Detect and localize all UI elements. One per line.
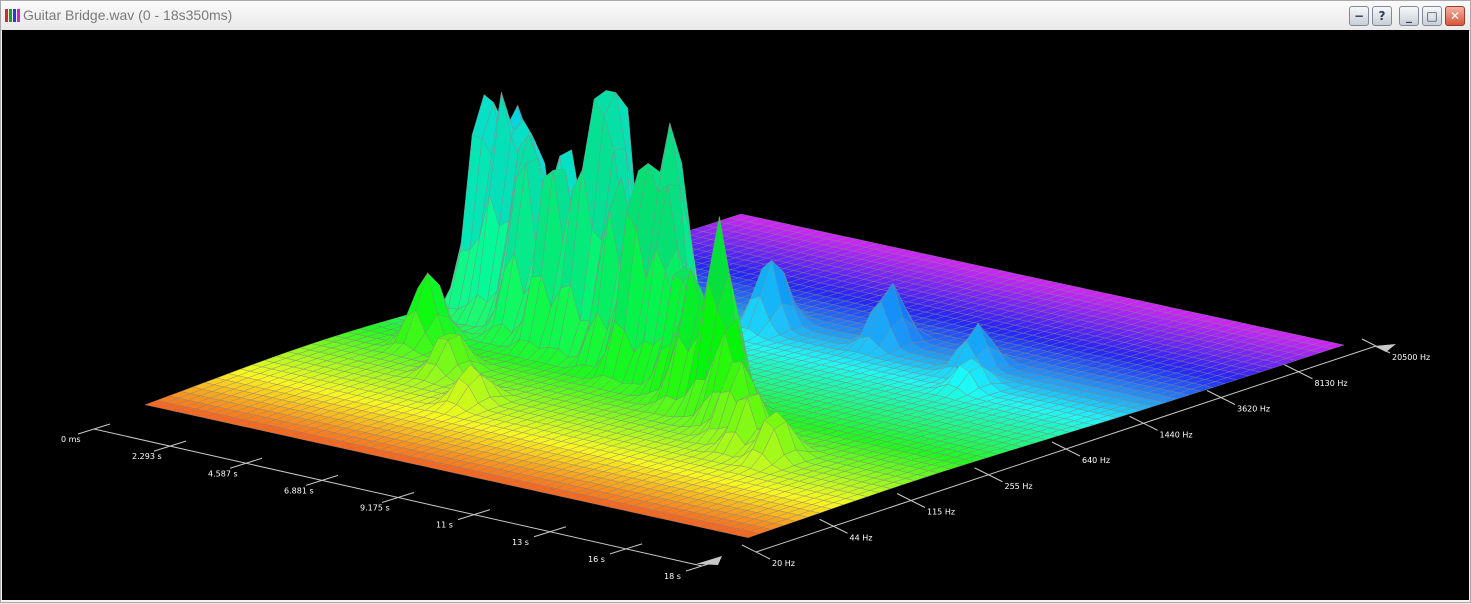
frequency-axis-tick-label: 640 Hz xyxy=(1082,456,1110,465)
frequency-axis-tick xyxy=(1284,364,1313,380)
time-axis-tick xyxy=(77,423,111,435)
frequency-axis-tick xyxy=(1129,415,1158,431)
spectrum-3d-chart: 0 ms 2.293 s 4.587 s 6.881 s 9.175 s 11 s 13 s… xyxy=(61,89,1430,581)
frequency-axis-tick xyxy=(974,467,1003,483)
frequency-axis-tick xyxy=(1206,390,1236,405)
time-axis-tick-label: 6.881 s xyxy=(284,486,314,495)
time-axis-tick-label: 0 ms xyxy=(61,435,81,444)
minimize-button[interactable]: _ xyxy=(1399,6,1419,26)
time-axis-tick xyxy=(153,440,187,452)
frequency-axis-tick xyxy=(1051,441,1081,457)
spectrum-plot-area: 0 ms 2.293 s 4.587 s 6.881 s 9.175 s 11 s 13 s… xyxy=(2,30,1469,600)
maximize-button[interactable]: □ xyxy=(1422,6,1442,26)
axes: 0 ms 2.293 s 4.587 s 6.881 s 9.175 s 11 s 13 s… xyxy=(61,338,1430,581)
time-axis-tick-label: 18 s xyxy=(664,572,681,581)
frequency-axis-tick-label: 8130 Hz xyxy=(1315,379,1348,388)
frequency-axis-tick-label: 20500 Hz xyxy=(1392,353,1430,362)
close-button[interactable]: ✕ xyxy=(1445,6,1465,26)
rollup-button[interactable]: − xyxy=(1349,6,1369,26)
frequency-axis-tick xyxy=(741,544,771,560)
time-axis-tick-label: 16 s xyxy=(588,555,605,564)
surface-cell xyxy=(737,531,761,538)
time-axis-tick xyxy=(381,492,415,503)
time-axis-tick-label: 2.293 s xyxy=(132,452,162,461)
frequency-axis-tick-label: 3620 Hz xyxy=(1237,405,1270,414)
frequency-axis-tick xyxy=(819,518,848,534)
frequency-axis-tick xyxy=(896,493,926,508)
time-axis-tick-label: 9.175 s xyxy=(360,504,390,513)
app-icon xyxy=(5,9,21,22)
frequency-axis-tick-label: 1440 Hz xyxy=(1160,430,1193,439)
frequency-axis-tick-label: 255 Hz xyxy=(1005,482,1033,491)
window-title: Guitar Bridge.wav (0 - 18s350ms) xyxy=(23,7,233,23)
help-button[interactable]: ? xyxy=(1372,6,1392,26)
time-axis-tick xyxy=(609,543,643,555)
frequency-axis-arrow xyxy=(1374,344,1396,352)
time-axis-tick xyxy=(533,526,567,538)
title-bar[interactable]: Guitar Bridge.wav (0 - 18s350ms) − ? _ □… xyxy=(1,1,1470,31)
time-axis-tick xyxy=(457,509,491,521)
time-axis-tick-label: 4.587 s xyxy=(208,469,238,478)
time-axis-tick xyxy=(229,457,263,469)
time-axis-tick-label: 13 s xyxy=(512,538,529,547)
time-axis-tick xyxy=(305,474,339,486)
time-axis-arrow xyxy=(696,556,722,565)
frequency-axis-tick-label: 115 Hz xyxy=(927,508,955,517)
time-axis-tick-label: 11 s xyxy=(436,521,453,530)
spectrum-surface xyxy=(144,89,1345,538)
frequency-axis-tick-label: 20 Hz xyxy=(772,559,795,568)
frequency-axis-tick-label: 44 Hz xyxy=(850,533,873,542)
